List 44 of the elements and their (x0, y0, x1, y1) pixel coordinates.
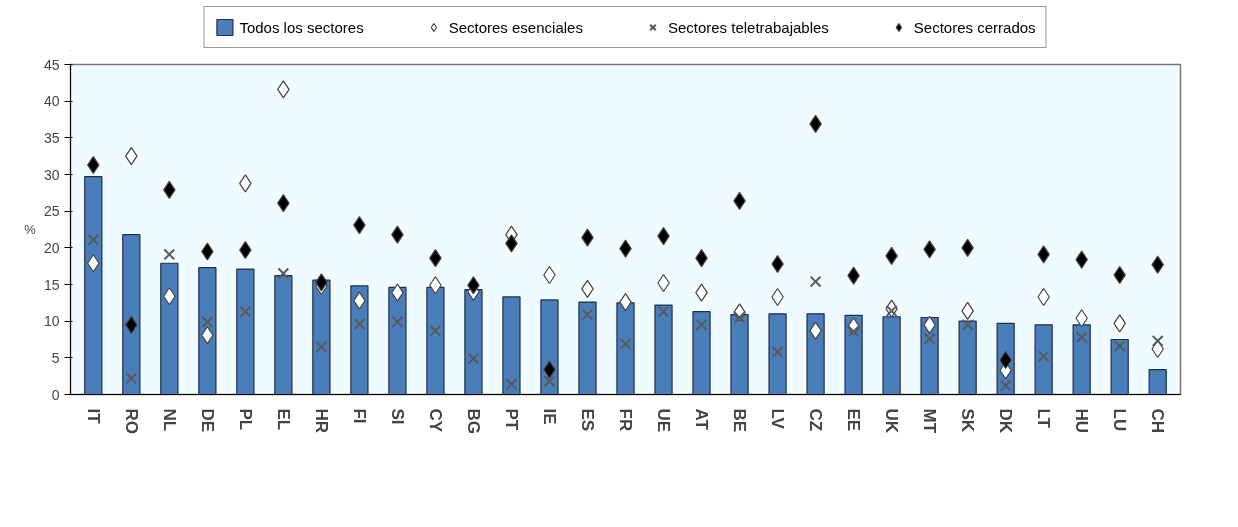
x-tick-label: SI (387, 408, 407, 425)
x-tick-label: CH (1148, 408, 1168, 434)
x-tick-label: CY (425, 408, 445, 433)
y-tick-label: 30 (43, 166, 60, 183)
y-axis-title: % (24, 222, 37, 237)
x-tick-label: AT (692, 408, 712, 431)
legend-label: Sectores cerrados (913, 18, 1036, 36)
y-tick-label: 5 (51, 349, 60, 366)
y-tick-label: 10 (43, 313, 60, 330)
x-tick-label: RO (121, 408, 141, 434)
x-tick-label: BE (730, 408, 750, 433)
x-tick-label: MT (920, 408, 940, 434)
y-tick-label: 0 (51, 386, 60, 403)
x-tick-label: HR (311, 408, 331, 434)
x-tick-label: BG (463, 408, 483, 434)
x-tick-label: NL (159, 408, 179, 432)
x-tick-label: DK (996, 408, 1016, 434)
x-tick-label: ES (577, 408, 597, 432)
y-tick-label: 35 (43, 129, 60, 146)
x-tick-label: EL (273, 408, 293, 431)
legend-label: Sectores teletrabajables (667, 18, 829, 36)
x-tick-label: CZ (806, 408, 826, 432)
x-tick-label: LT (1034, 408, 1054, 429)
x-tick-label: IT (83, 408, 103, 425)
x-tick-label: FI (349, 408, 369, 424)
x-tick-label: UE (654, 408, 674, 433)
x-tick-label: UK (882, 408, 902, 434)
x-tick-label: FR (616, 408, 635, 432)
legend-label: Sectores esenciales (448, 18, 583, 36)
y-tick-label: 40 (43, 93, 60, 110)
x-tick-label: LU (1110, 408, 1130, 432)
x-tick-label: EE (844, 408, 864, 432)
y-tick-label: 45 (43, 56, 60, 73)
x-tick-label: PT (501, 408, 521, 431)
x-tick-label: LV (768, 408, 788, 430)
y-tick-label: 15 (43, 276, 60, 293)
x-tick-label: SK (958, 408, 978, 433)
x-tick-label: DE (197, 408, 217, 433)
x-tick-label: HU (1072, 408, 1092, 434)
y-tick-label: 25 (43, 203, 60, 220)
x-tick-label: PL (235, 408, 255, 431)
y-tick-label: 20 (43, 239, 60, 256)
x-tick-label: IE (539, 408, 559, 425)
legend-label: Todos los sectores (239, 18, 364, 36)
